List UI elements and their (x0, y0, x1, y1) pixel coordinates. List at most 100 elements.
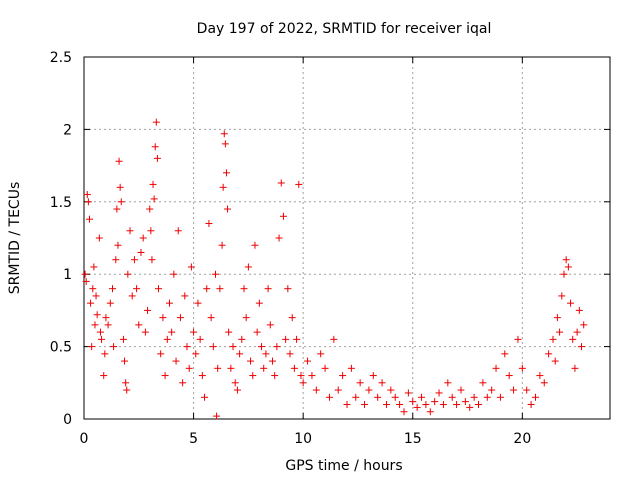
data-point (560, 270, 568, 278)
data-point (244, 263, 252, 271)
data-point (325, 393, 333, 401)
data-point (205, 220, 213, 228)
data-point (135, 321, 143, 329)
data-point (282, 335, 290, 343)
data-point (558, 292, 566, 300)
y-tick-label: 2 (63, 122, 72, 138)
data-point (266, 321, 274, 329)
data-point (102, 314, 110, 322)
data-point (221, 140, 229, 148)
data-point (100, 372, 108, 380)
data-point (163, 335, 171, 343)
data-point (247, 357, 255, 365)
data-point (90, 263, 98, 271)
data-point (580, 321, 588, 329)
data-point (233, 386, 241, 394)
data-point (334, 386, 342, 394)
data-point (573, 328, 581, 336)
data-point (224, 205, 232, 213)
data-point (251, 241, 259, 249)
data-point (168, 328, 176, 336)
data-point (457, 386, 465, 394)
data-point (551, 357, 559, 365)
y-axis-label: SRMTID / TECUs (7, 182, 23, 295)
data-point (569, 335, 577, 343)
data-point (514, 335, 522, 343)
data-point (187, 263, 195, 271)
data-point (231, 379, 239, 387)
data-point (130, 256, 138, 264)
data-point (122, 379, 130, 387)
data-point (431, 398, 439, 406)
data-point (492, 364, 500, 372)
data-point (185, 364, 193, 372)
data-point (203, 285, 211, 293)
data-point (147, 227, 155, 235)
data-point (96, 328, 104, 336)
data-point (418, 393, 426, 401)
data-point (121, 357, 129, 365)
data-point (119, 335, 127, 343)
x-tick-labels: 0 5 10 15 20 (80, 431, 532, 447)
data-point (253, 328, 261, 336)
data-point (488, 386, 496, 394)
data-point (439, 401, 447, 409)
data-point (113, 205, 121, 213)
data-point (144, 306, 152, 314)
data-point (501, 350, 509, 358)
y-tick-label: 2.5 (50, 50, 72, 66)
data-point (124, 270, 132, 278)
data-point (299, 379, 307, 387)
data-point (81, 270, 89, 278)
data-point (93, 311, 101, 319)
data-point (207, 314, 215, 322)
data-point (387, 386, 395, 394)
data-point (214, 364, 222, 372)
data-point (510, 386, 518, 394)
y-tick-label: 0 (63, 412, 72, 428)
data-point (150, 195, 158, 203)
x-tick-label: 15 (404, 431, 422, 447)
data-point (343, 401, 351, 409)
data-point (422, 401, 430, 409)
data-point (157, 350, 165, 358)
data-point (273, 343, 281, 351)
data-points (81, 118, 588, 420)
data-point (540, 379, 548, 387)
data-point (152, 118, 160, 126)
data-point (562, 256, 570, 264)
data-point (523, 386, 531, 394)
x-axis-label: GPS time / hours (285, 458, 402, 474)
data-point (98, 335, 106, 343)
data-point (92, 292, 100, 300)
data-point (382, 401, 390, 409)
data-point (116, 183, 124, 191)
data-point (391, 393, 399, 401)
data-point (258, 343, 266, 351)
data-point (475, 401, 482, 409)
data-point (213, 412, 221, 420)
data-point (479, 379, 487, 387)
data-point (578, 343, 586, 351)
data-point (262, 350, 270, 358)
data-point (91, 321, 99, 329)
data-point (201, 393, 209, 401)
data-point (378, 379, 386, 387)
data-point (293, 335, 301, 343)
data-point (249, 372, 257, 380)
data-point (133, 285, 141, 293)
y-tick-labels: 0 0.5 1 1.5 2 2.5 (50, 50, 72, 428)
data-point (297, 372, 305, 380)
data-point (218, 241, 226, 249)
data-point (85, 215, 93, 223)
data-point (153, 154, 161, 162)
data-point (308, 372, 316, 380)
data-point (260, 364, 268, 372)
data-point (192, 350, 200, 358)
data-point (496, 393, 504, 401)
data-point (426, 408, 434, 416)
data-point (227, 364, 235, 372)
data-point (88, 343, 96, 351)
data-point (83, 191, 91, 199)
